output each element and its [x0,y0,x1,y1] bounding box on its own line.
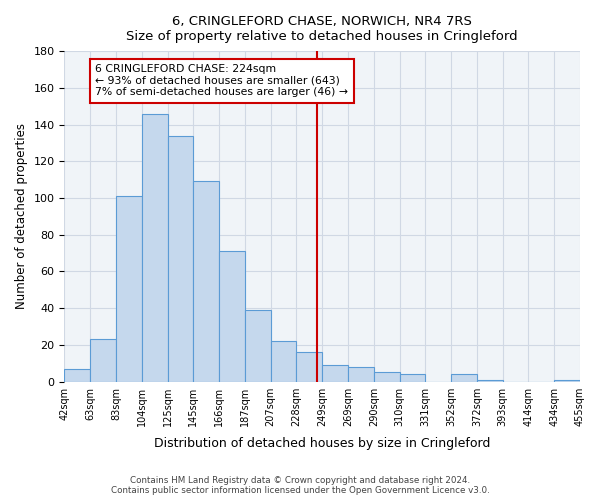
Bar [271,342,296,382]
X-axis label: Distribution of detached houses by size in Cringleford: Distribution of detached houses by size … [154,437,490,450]
Bar [219,252,245,382]
Bar [64,369,90,382]
Text: 6 CRINGLEFORD CHASE: 224sqm
← 93% of detached houses are smaller (643)
7% of sem: 6 CRINGLEFORD CHASE: 224sqm ← 93% of det… [95,64,349,97]
Bar [322,365,348,382]
Text: Contains HM Land Registry data © Crown copyright and database right 2024.
Contai: Contains HM Land Registry data © Crown c… [110,476,490,495]
Bar [116,196,142,382]
Y-axis label: Number of detached properties: Number of detached properties [15,124,28,310]
Bar [554,380,580,382]
Bar [477,380,503,382]
Bar [348,367,374,382]
Bar [374,372,400,382]
Bar [167,136,193,382]
Bar [90,340,116,382]
Bar [296,352,322,382]
Bar [142,114,167,382]
Title: 6, CRINGLEFORD CHASE, NORWICH, NR4 7RS
Size of property relative to detached hou: 6, CRINGLEFORD CHASE, NORWICH, NR4 7RS S… [127,15,518,43]
Bar [400,374,425,382]
Bar [451,374,477,382]
Bar [245,310,271,382]
Bar [193,182,219,382]
